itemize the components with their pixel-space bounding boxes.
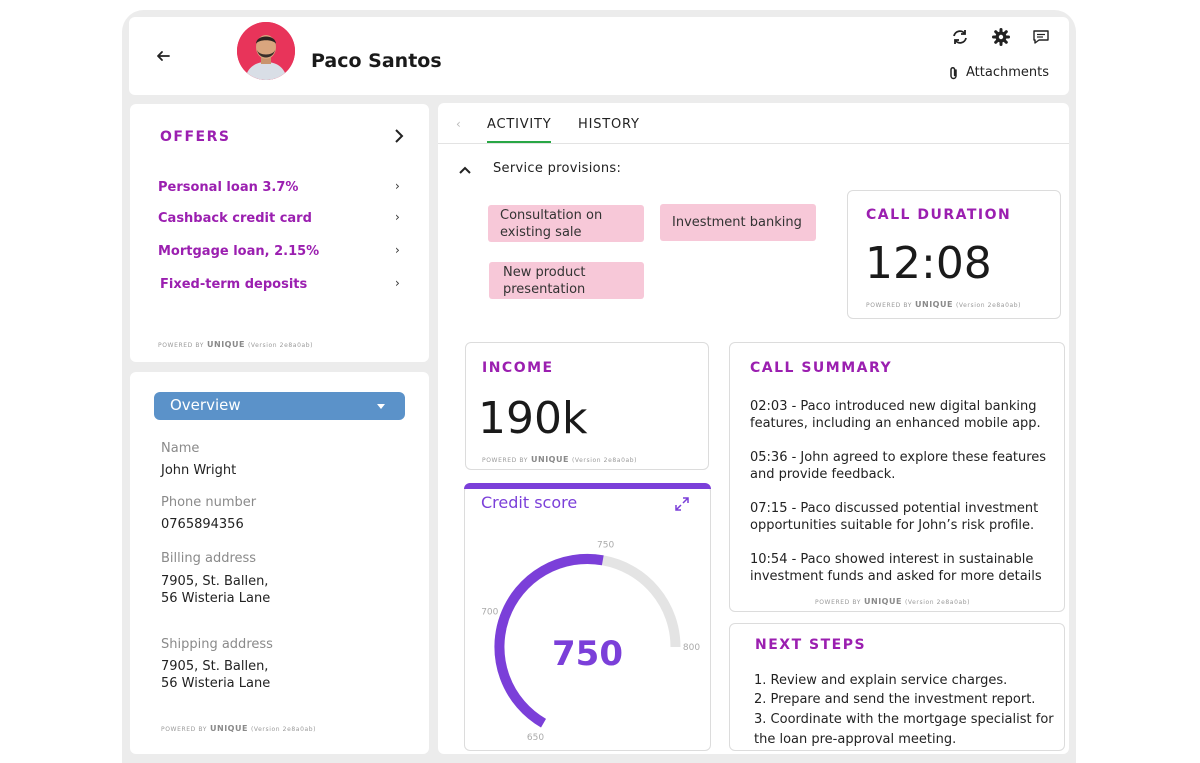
offer-item-mortgage-loan[interactable]: Mortgage loan, 2.15%	[158, 244, 320, 259]
user-name: Paco Santos	[311, 50, 442, 72]
next-steps-card	[729, 623, 1065, 751]
chevron-right-icon[interactable]: ›	[395, 179, 400, 193]
summary-item: 10:54 - Paco showed interest in sustaina…	[750, 552, 1042, 584]
tab-history[interactable]: HISTORY	[578, 117, 640, 132]
field-value-shipping-line2: 56 Wisteria Lane	[161, 676, 271, 691]
chevron-left-icon[interactable]: ‹	[456, 117, 461, 131]
gauge-tick-label: 750	[597, 541, 614, 551]
powered-by-footer: POWERED BY UNIQUE (Version 2e8a0ab)	[866, 300, 1022, 309]
offers-panel	[130, 104, 429, 362]
field-label-name: Name	[161, 441, 200, 456]
field-label-shipping: Shipping address	[161, 637, 273, 652]
call-duration-card	[847, 190, 1061, 319]
chevron-up-icon[interactable]	[459, 166, 471, 174]
paperclip-icon	[950, 66, 957, 79]
attachments-label: Attachments	[966, 65, 1049, 80]
service-provisions-label: Service provisions:	[493, 161, 622, 176]
field-value-billing-line2: 56 Wisteria Lane	[161, 591, 271, 606]
overview-panel	[130, 372, 429, 754]
powered-by-footer: POWERED BY UNIQUE (Version 2e8a0ab)	[158, 340, 314, 349]
next-step-line: the loan pre-approval meeting.	[754, 732, 957, 747]
chevron-right-icon[interactable]: ›	[395, 243, 400, 257]
field-value-phone: 0765894356	[161, 517, 244, 532]
powered-by-footer: POWERED BY UNIQUE (Version 2e8a0ab)	[482, 455, 638, 464]
offer-item-cashback-card[interactable]: Cashback credit card	[158, 211, 312, 226]
offer-item-fixed-deposits[interactable]: Fixed-term deposits	[160, 277, 308, 292]
credit-score-value: 750	[552, 634, 623, 674]
service-tag-consultation[interactable]: Consultation on existing sale	[488, 205, 644, 242]
tab-activity[interactable]: ACTIVITY	[487, 117, 552, 132]
income-value: 190k	[478, 393, 588, 444]
avatar	[237, 22, 295, 80]
caret-down-icon	[377, 404, 385, 409]
next-step-line: 2. Prepare and send the investment repor…	[754, 692, 1036, 707]
chevron-right-icon[interactable]	[393, 128, 405, 144]
gauge-tick-label: 800	[683, 643, 700, 653]
expand-icon[interactable]	[675, 497, 689, 511]
call-duration-value: 12:08	[865, 238, 992, 289]
overview-select-value: Overview	[170, 396, 241, 414]
offer-item-personal-loan[interactable]: Personal loan 3.7%	[158, 180, 299, 195]
call-summary-title: CALL SUMMARY	[750, 360, 893, 376]
chevron-right-icon[interactable]: ›	[395, 276, 400, 290]
back-arrow-icon[interactable]	[155, 48, 171, 64]
gauge-fill	[494, 553, 604, 728]
summary-item: 02:03 - Paco introduced new digital bank…	[750, 399, 1041, 431]
refresh-icon[interactable]	[951, 28, 969, 46]
powered-by-footer: POWERED BY UNIQUE (Version 2e8a0ab)	[815, 597, 971, 606]
service-tag-investment-banking[interactable]: Investment banking	[660, 204, 816, 241]
gear-icon[interactable]	[992, 28, 1010, 46]
powered-by-footer: POWERED BY UNIQUE (Version 2e8a0ab)	[161, 724, 317, 733]
income-title: INCOME	[482, 360, 554, 376]
active-tab-indicator	[487, 141, 551, 143]
summary-item: 05:36 - John agreed to explore these fea…	[750, 450, 1047, 482]
call-summary-card	[729, 342, 1065, 612]
credit-score-accent-bar	[464, 483, 711, 489]
credit-score-title: Credit score	[481, 493, 578, 512]
service-tag-new-product[interactable]: New product presentation	[489, 262, 644, 299]
attachments-button[interactable]: Attachments	[948, 65, 1049, 80]
chevron-right-icon[interactable]: ›	[395, 210, 400, 224]
gauge-tick-label: 700	[481, 607, 498, 617]
call-duration-title: CALL DURATION	[866, 207, 1012, 223]
chat-icon[interactable]	[1032, 28, 1050, 46]
credit-score-gauge: 650 700 750 800	[481, 541, 700, 740]
summary-item: 07:15 - Paco discussed potential investm…	[750, 501, 1039, 533]
offers-title: OFFERS	[160, 129, 231, 145]
field-value-shipping-line1: 7905, St. Ballen,	[161, 659, 269, 674]
field-value-name: John Wright	[161, 463, 237, 478]
next-steps-title: NEXT STEPS	[755, 637, 867, 653]
field-label-phone: Phone number	[161, 495, 257, 510]
next-step-line: 1. Review and explain service charges.	[754, 673, 1008, 688]
tabs-divider	[438, 143, 1069, 144]
field-label-billing: Billing address	[161, 551, 257, 566]
income-card	[465, 342, 709, 470]
next-step-line: 3. Coordinate with the mortgage speciali…	[754, 712, 1054, 727]
field-value-billing-line1: 7905, St. Ballen,	[161, 574, 269, 589]
gauge-tick-label: 650	[527, 733, 544, 740]
overview-select[interactable]: Overview	[154, 392, 405, 420]
